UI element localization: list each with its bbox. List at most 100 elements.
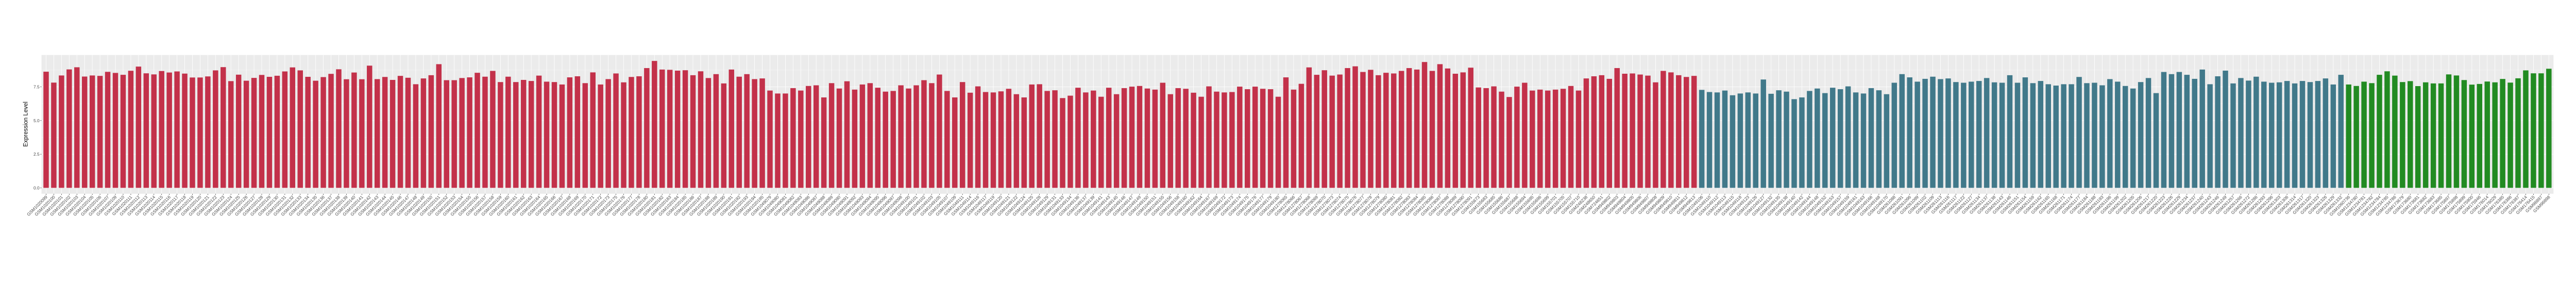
bar bbox=[2107, 79, 2113, 188]
bar bbox=[2115, 81, 2121, 188]
bar bbox=[852, 89, 858, 188]
bar bbox=[2223, 71, 2228, 188]
bar bbox=[721, 83, 727, 188]
bar bbox=[1961, 82, 1967, 188]
bar bbox=[806, 86, 811, 188]
bar bbox=[1537, 89, 1543, 188]
bar bbox=[667, 70, 673, 188]
y-tick-label: 5.0 bbox=[33, 118, 40, 123]
bar bbox=[2153, 93, 2159, 188]
bar bbox=[913, 85, 919, 188]
bar bbox=[251, 78, 257, 188]
bar bbox=[2161, 72, 2167, 188]
bar bbox=[474, 73, 480, 188]
bar bbox=[459, 78, 465, 188]
bar bbox=[498, 82, 503, 188]
bar bbox=[767, 90, 773, 188]
bar bbox=[413, 84, 419, 188]
bar bbox=[1314, 75, 1320, 188]
bar bbox=[2338, 75, 2344, 188]
bar bbox=[1452, 74, 1459, 188]
bar bbox=[2168, 74, 2175, 188]
bar bbox=[1468, 68, 1473, 188]
bar bbox=[821, 97, 827, 188]
bar bbox=[759, 78, 765, 188]
bar bbox=[89, 75, 95, 188]
bar bbox=[2299, 81, 2306, 188]
bar bbox=[2092, 82, 2097, 188]
bar bbox=[813, 85, 819, 188]
bar bbox=[567, 77, 573, 188]
bar bbox=[982, 92, 989, 188]
bar bbox=[1075, 88, 1081, 188]
bar bbox=[2199, 69, 2205, 188]
bar bbox=[1853, 92, 1859, 188]
bar bbox=[2076, 77, 2082, 188]
bar bbox=[1460, 72, 1466, 188]
bar bbox=[2292, 83, 2298, 188]
bar bbox=[1984, 78, 1990, 188]
bar bbox=[1414, 69, 1420, 188]
bar bbox=[1760, 79, 1766, 188]
bar bbox=[81, 76, 88, 188]
bar bbox=[1899, 74, 1905, 188]
bar bbox=[1799, 97, 1805, 188]
bar bbox=[1860, 93, 1867, 188]
bar bbox=[243, 80, 249, 188]
bar bbox=[1653, 82, 1658, 188]
bar bbox=[2400, 82, 2405, 188]
bar bbox=[2192, 78, 2197, 188]
bar bbox=[2261, 81, 2267, 188]
y-axis: 0.0 2.5 5.0 7.5 bbox=[33, 85, 42, 190]
bar bbox=[1660, 71, 1666, 188]
bar bbox=[1106, 88, 1112, 188]
bar bbox=[1398, 71, 1404, 188]
bar bbox=[1483, 88, 1489, 188]
bar bbox=[66, 69, 72, 188]
bar bbox=[2531, 73, 2536, 188]
bar bbox=[305, 77, 311, 188]
bar bbox=[1522, 82, 1528, 188]
bar bbox=[190, 77, 195, 188]
bar bbox=[482, 76, 488, 188]
bar bbox=[490, 71, 496, 188]
bar bbox=[1668, 72, 1674, 188]
bar bbox=[798, 90, 804, 188]
bar bbox=[1560, 89, 1566, 188]
bar bbox=[1067, 95, 1073, 188]
bar bbox=[682, 70, 688, 188]
bar bbox=[1044, 91, 1050, 188]
bar bbox=[1013, 94, 1020, 188]
bar bbox=[1591, 76, 1597, 188]
bar bbox=[1575, 90, 1582, 188]
bar bbox=[1884, 94, 1890, 188]
bar bbox=[605, 79, 611, 188]
bar bbox=[2246, 80, 2251, 188]
bar bbox=[143, 73, 149, 188]
bar bbox=[2099, 85, 2105, 188]
bar bbox=[1791, 99, 1797, 188]
bar bbox=[2361, 81, 2367, 188]
bar bbox=[1991, 82, 1997, 188]
bar bbox=[1706, 92, 1713, 188]
bar bbox=[2130, 88, 2136, 188]
bar bbox=[505, 76, 511, 188]
y-tick-label: 7.5 bbox=[33, 85, 40, 90]
bar bbox=[921, 80, 927, 188]
bar bbox=[1037, 84, 1042, 188]
bar bbox=[2307, 82, 2313, 188]
bar bbox=[2515, 78, 2521, 188]
bar bbox=[1969, 81, 1974, 188]
bar bbox=[1021, 97, 1027, 188]
bar bbox=[1945, 78, 1951, 188]
bar bbox=[2207, 84, 2213, 188]
bar bbox=[1206, 86, 1212, 188]
bar bbox=[744, 74, 750, 188]
bar bbox=[2392, 75, 2398, 188]
bar bbox=[2238, 78, 2244, 188]
bar bbox=[2438, 83, 2444, 188]
bar bbox=[2546, 69, 2552, 188]
bar bbox=[1121, 88, 1127, 188]
bar bbox=[1645, 75, 1651, 188]
bar bbox=[1730, 95, 1736, 188]
